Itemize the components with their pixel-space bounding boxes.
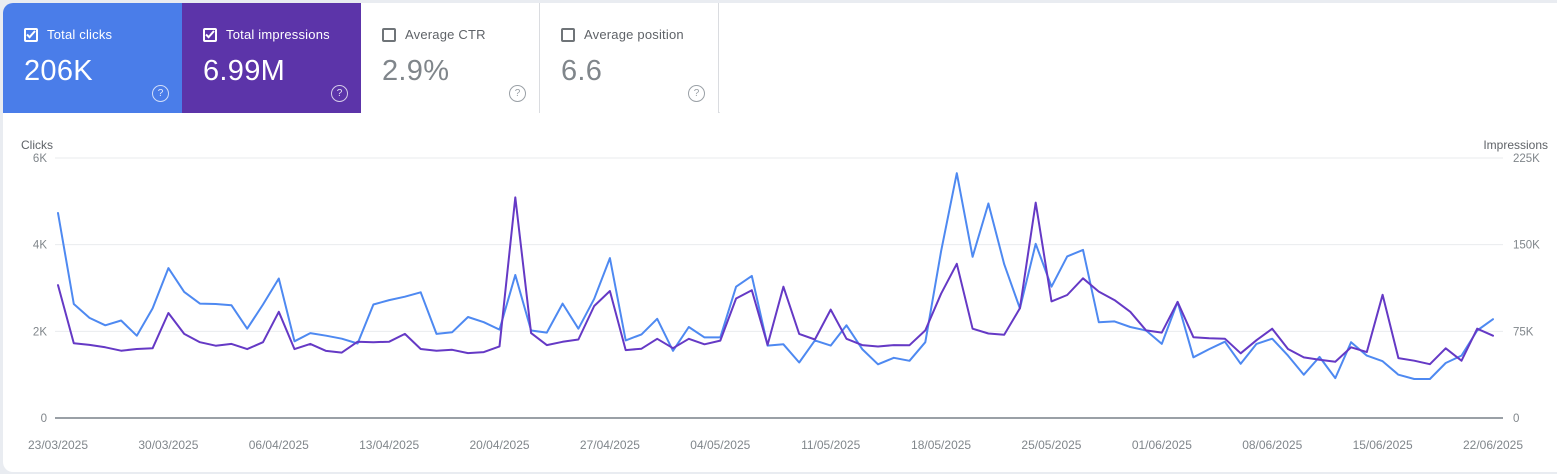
checkbox-unchecked-icon[interactable] xyxy=(561,27,575,42)
right-axis-tick: 75K xyxy=(1513,326,1534,338)
metric-cards-row: Total clicks 206K Total impressions 6.99… xyxy=(3,3,720,113)
x-axis-date-label: 25/05/2025 xyxy=(1021,438,1081,452)
metric-label: Average position xyxy=(584,27,684,42)
performance-panel: Total clicks 206K Total impressions 6.99… xyxy=(3,3,1557,472)
x-axis-date-label: 06/04/2025 xyxy=(249,438,309,452)
performance-chart[interactable]: 0 0 2K 75K 4K 150K 6K 225K Clicks Impressions 23/0… xyxy=(3,134,1557,472)
x-axis-date-label: 15/06/2025 xyxy=(1353,438,1413,452)
metric-card-header: Average CTR xyxy=(382,27,539,42)
x-axis-date-label: 22/06/2025 xyxy=(1463,438,1523,452)
total-impressions-line[interactable] xyxy=(57,196,1494,366)
metric-card-total-impressions[interactable]: Total impressions 6.99M xyxy=(182,3,361,113)
x-axis-date-label: 30/03/2025 xyxy=(138,438,198,452)
x-axis-date-label: 23/03/2025 xyxy=(28,438,88,452)
metric-value: 2.9% xyxy=(382,55,450,87)
metric-card-total-clicks[interactable]: Total clicks 206K xyxy=(3,3,182,113)
right-axis-title: Impressions xyxy=(1483,138,1548,152)
right-axis-tick: 0 xyxy=(1513,413,1519,425)
left-axis-tick: 0 xyxy=(41,413,47,425)
metric-value: 6.6 xyxy=(561,55,603,87)
right-axis-tick: 150K xyxy=(1513,240,1540,252)
x-axis-date-label: 04/05/2025 xyxy=(690,438,750,452)
x-axis-date-label: 01/06/2025 xyxy=(1132,438,1192,452)
help-icon[interactable] xyxy=(331,85,348,102)
metric-label: Total impressions xyxy=(226,27,330,42)
checkbox-checked-icon[interactable] xyxy=(203,27,217,42)
left-axis-tick: 2K xyxy=(33,326,47,338)
metric-card-average-ctr[interactable]: Average CTR 2.9% xyxy=(361,3,540,113)
right-axis-tick: 225K xyxy=(1513,153,1540,165)
x-axis-date-label: 18/05/2025 xyxy=(911,438,971,452)
left-axis-title: Clicks xyxy=(21,138,53,152)
x-axis-date-label: 27/04/2025 xyxy=(580,438,640,452)
checkbox-checked-icon[interactable] xyxy=(24,27,38,42)
metric-card-average-position[interactable]: Average position 6.6 xyxy=(540,3,719,113)
checkbox-unchecked-icon[interactable] xyxy=(382,27,396,42)
x-axis-date-label: 08/06/2025 xyxy=(1242,438,1302,452)
help-icon[interactable] xyxy=(152,85,169,102)
performance-chart-svg[interactable]: 0 0 2K 75K 4K 150K 6K 225K Clicks Impressions 23/0… xyxy=(3,134,1557,472)
metric-value: 6.99M xyxy=(203,55,286,87)
help-icon[interactable] xyxy=(509,85,526,102)
x-axis-date-label: 20/04/2025 xyxy=(470,438,530,452)
left-axis-tick: 6K xyxy=(33,153,47,165)
x-axis-date-label: 13/04/2025 xyxy=(359,438,419,452)
total-clicks-line[interactable] xyxy=(57,172,1494,380)
metric-card-header: Total impressions xyxy=(203,27,361,42)
metric-card-header: Average position xyxy=(561,27,718,42)
metric-value: 206K xyxy=(24,55,93,87)
metric-label: Total clicks xyxy=(47,27,113,42)
left-axis-tick: 4K xyxy=(33,240,47,252)
metric-label: Average CTR xyxy=(405,27,486,42)
help-icon[interactable] xyxy=(688,85,705,102)
x-axis-date-label: 11/05/2025 xyxy=(801,438,860,452)
metric-card-header: Total clicks xyxy=(24,27,182,42)
